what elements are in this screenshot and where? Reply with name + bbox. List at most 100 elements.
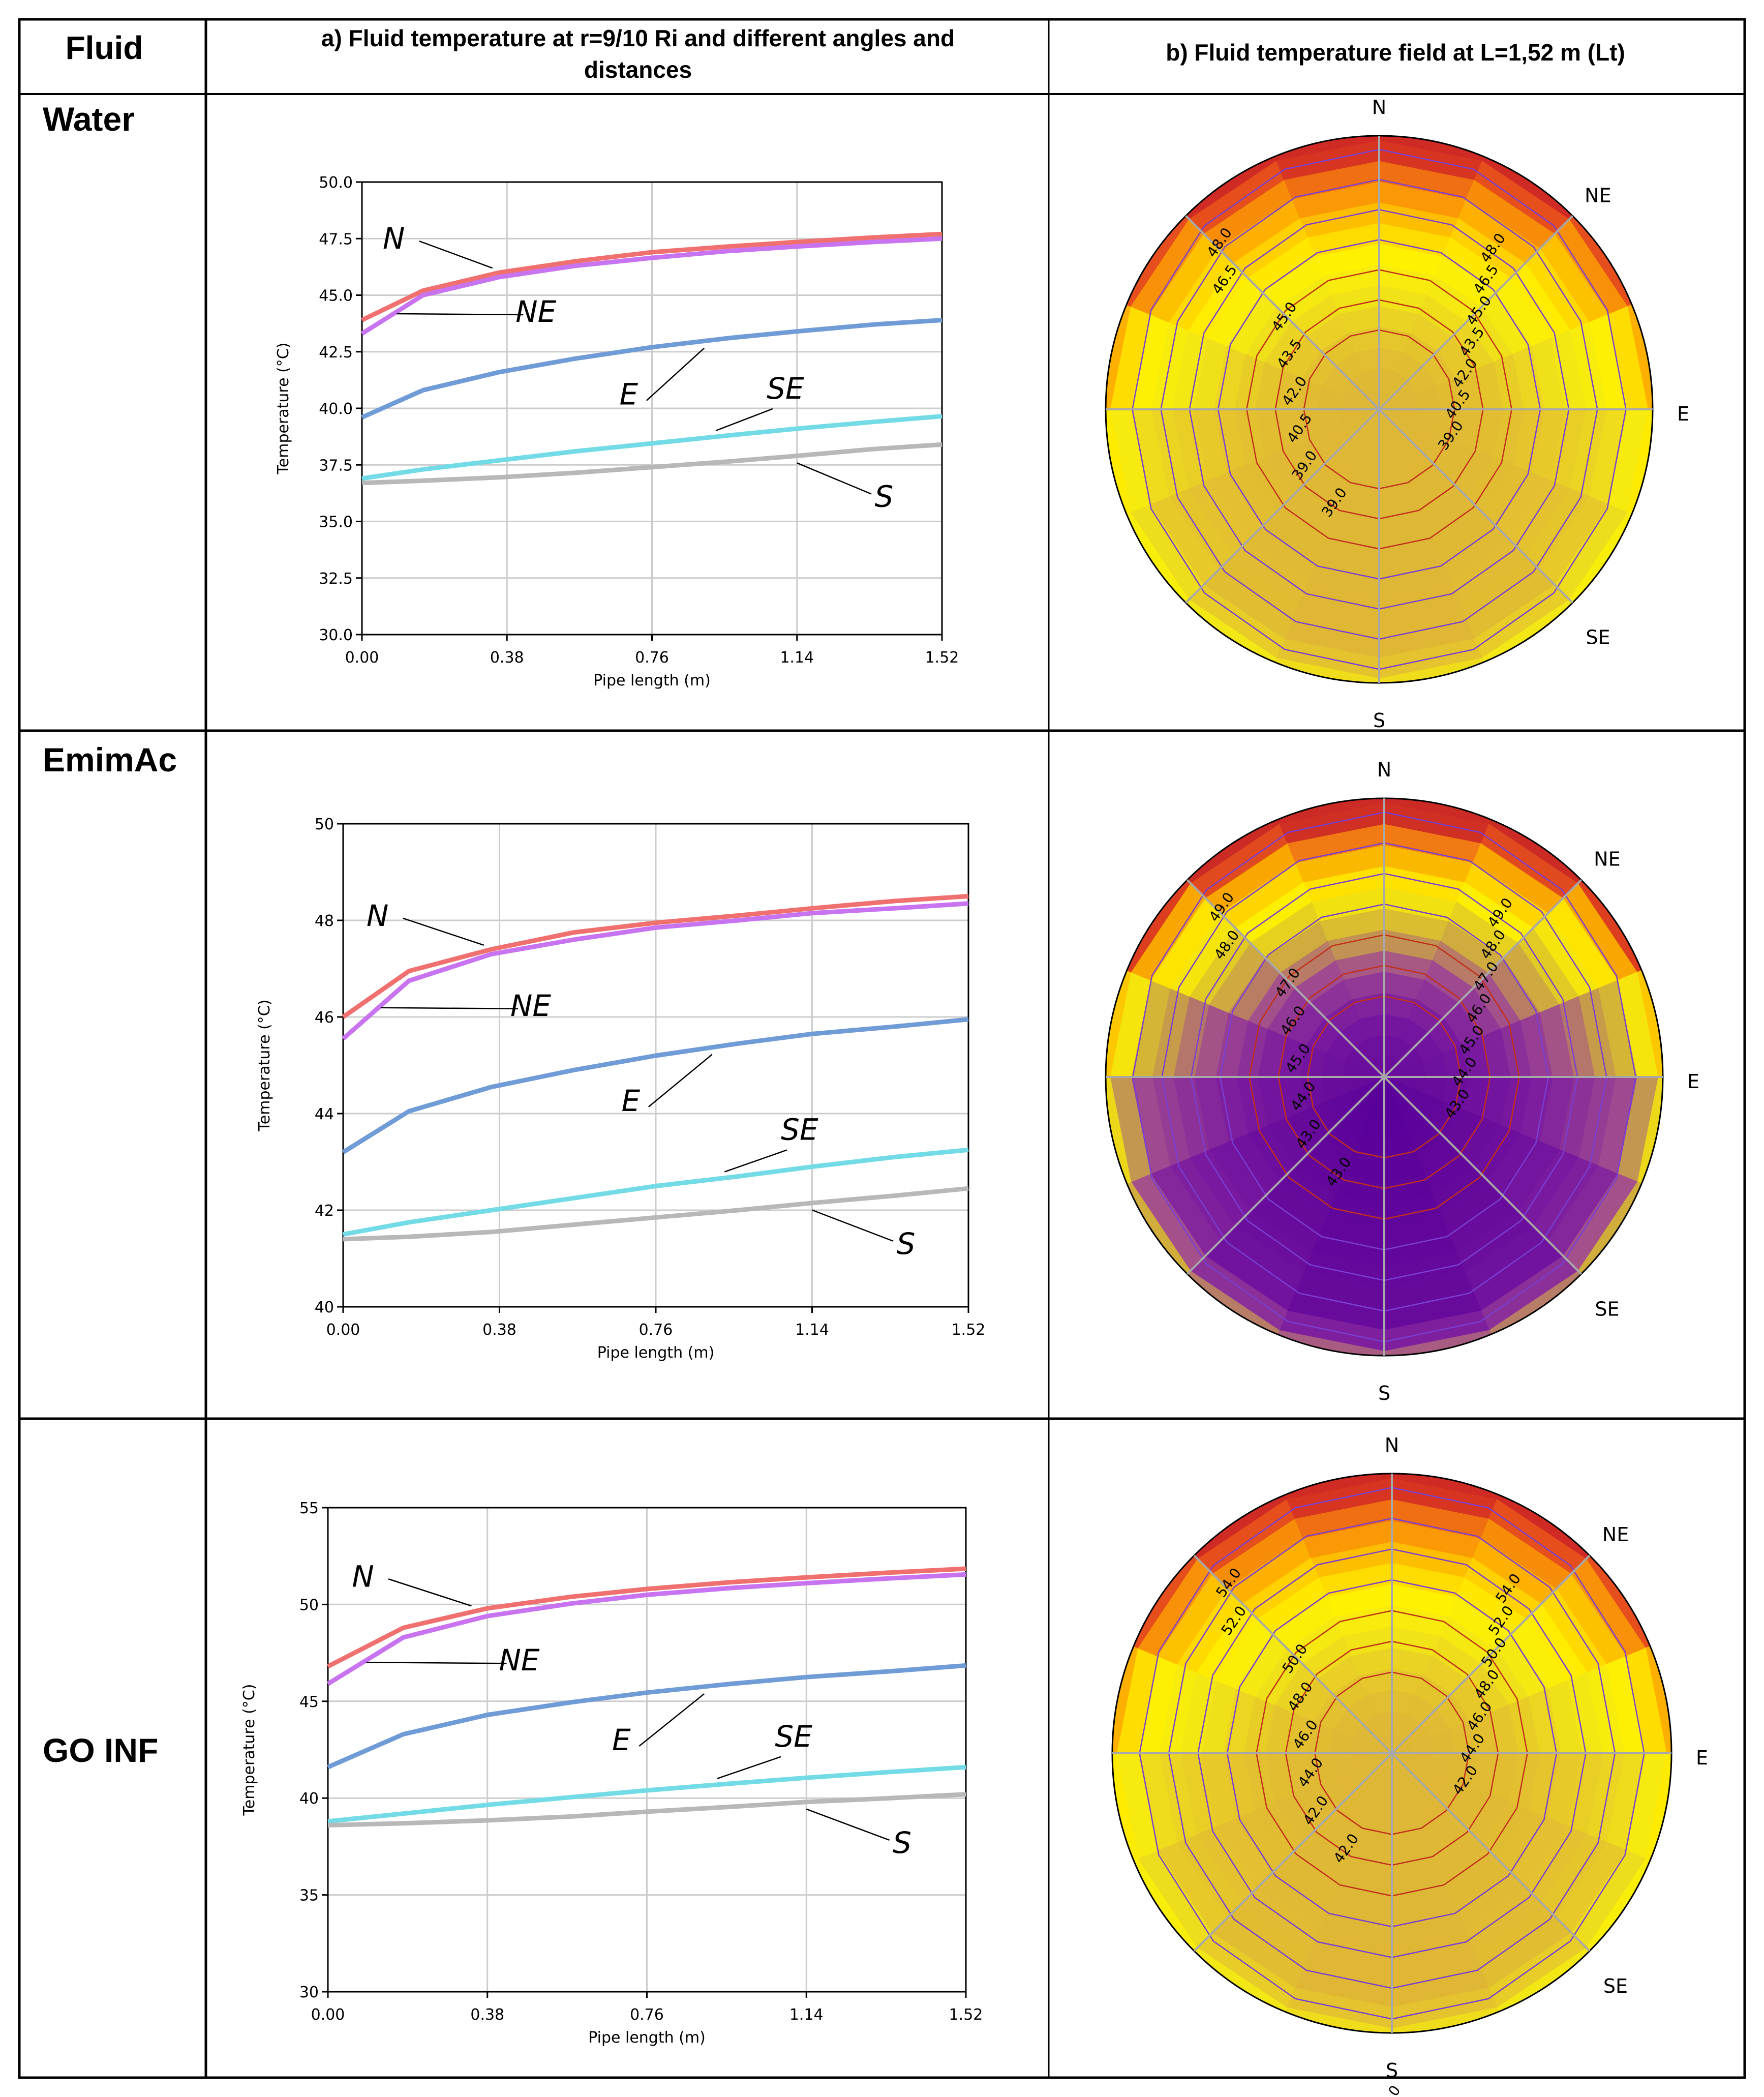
- polar-spoke: [1383, 879, 1582, 1078]
- y-axis-label: Temperature (°C): [275, 343, 292, 475]
- series-line-E: [342, 1017, 969, 1154]
- annotation-leader-E: [648, 1054, 713, 1107]
- annotation-leader-S: [797, 462, 872, 495]
- series-label-N: N: [352, 1559, 374, 1594]
- series-line-SE: [361, 414, 942, 481]
- annotation-leader-NE: [366, 1661, 507, 1664]
- annotation-leader-S: [806, 1808, 890, 1841]
- y-tick-label: 48: [315, 912, 334, 930]
- annotation-leader-NE: [397, 313, 524, 316]
- x-tick-label: 1.14: [789, 2006, 824, 2024]
- x-tick-label: 0.38: [482, 1321, 516, 1339]
- header-fluid: Fluid: [65, 29, 143, 66]
- x-tick-label: 0.38: [470, 2006, 504, 2024]
- series-label-E: E: [620, 377, 638, 412]
- polar-spoke: [1383, 1076, 1582, 1275]
- direction-label-N: N: [1385, 1434, 1399, 1456]
- series-line-N: [326, 1566, 966, 1669]
- y-tick-label: 40.0: [319, 400, 353, 418]
- y-tick-label: 42: [315, 1202, 334, 1220]
- x-tick-label: 1.52: [949, 2006, 983, 2024]
- polar-field-2: NNEESES54.052.050.048.046.044.042.054.05…: [1111, 1434, 1708, 2097]
- header-temperature-field: b) Fluid temperature field at L=1,52 m (…: [1166, 39, 1625, 66]
- y-tick-label: 55: [299, 1500, 319, 1517]
- series-label-S: S: [874, 479, 893, 514]
- x-tick-label: 0.00: [311, 2006, 345, 2024]
- series-label-N: N: [367, 898, 388, 933]
- series-line-SE: [343, 1147, 969, 1237]
- annotation-leader-N: [419, 241, 493, 269]
- y-tick-label: 40: [315, 1299, 334, 1316]
- series-label-SE: SE: [781, 1113, 818, 1147]
- series-label-SE: SE: [775, 1719, 812, 1754]
- fluid-name-go-inf: GO INF: [43, 1731, 159, 1769]
- table-grid: [18, 18, 1746, 2079]
- y-tick-label: 30: [299, 1984, 319, 2001]
- series-line-E: [361, 318, 942, 420]
- x-tick-label: 0.76: [630, 2006, 664, 2024]
- header-temperature-lines: a) Fluid temperature at r=9/10 Ri and di…: [321, 25, 955, 83]
- y-tick-label: 45.0: [319, 287, 353, 305]
- direction-label-N: N: [1372, 96, 1386, 118]
- annotation-leader-SE: [715, 408, 773, 432]
- series-label-E: E: [621, 1084, 640, 1118]
- x-tick-label: 0.00: [326, 1321, 360, 1339]
- y-tick-label: 37.5: [319, 457, 353, 474]
- direction-label-E: E: [1677, 403, 1689, 425]
- direction-label-S: S: [1386, 2059, 1398, 2082]
- direction-label-NE: NE: [1594, 848, 1620, 871]
- polar-spoke: [1378, 215, 1573, 410]
- y-tick-label: 44: [315, 1105, 334, 1123]
- direction-label-NE: NE: [1585, 184, 1611, 206]
- series-label-S: S: [893, 1825, 911, 1860]
- polar-spoke: [1185, 215, 1380, 410]
- direction-label-E: E: [1696, 1747, 1708, 1769]
- polar-spoke: [1187, 879, 1385, 1078]
- direction-label-NE: NE: [1602, 1523, 1629, 1546]
- annotation-leader-SE: [724, 1149, 787, 1173]
- direction-label-S: S: [1378, 1382, 1390, 1404]
- line-chart-0: 0.00 0.38 0.76 1.14 1.52 30.0 32.5 35.0 37.5 40.0…: [275, 174, 959, 690]
- polar-spoke: [1193, 1752, 1393, 1952]
- direction-label-SE: SE: [1586, 626, 1610, 649]
- polar-spoke: [1187, 1076, 1385, 1275]
- polar-spoke: [1391, 1554, 1591, 1754]
- annotation-leader-E: [646, 347, 705, 401]
- y-axis-label: Temperature (°C): [240, 1684, 258, 1816]
- direction-label-N: N: [1377, 759, 1391, 781]
- y-tick-label: 42.5: [319, 344, 353, 362]
- y-tick-label: 47.5: [319, 230, 353, 248]
- y-tick-label: 40: [299, 1790, 319, 1808]
- x-tick-label: 0.38: [490, 649, 524, 667]
- polar-spoke: [1185, 408, 1380, 604]
- series-label-SE: SE: [767, 371, 804, 406]
- series-line-S: [327, 1792, 966, 1828]
- annotation-leader-E: [638, 1693, 705, 1747]
- x-tick-label: 0.76: [639, 1321, 673, 1339]
- line-chart-2: 0.00 0.38 0.76 1.14 1.52 30 35 40 45 50 55 Pipe len…: [240, 1500, 983, 2047]
- annotation-leader-SE: [717, 1756, 781, 1780]
- y-tick-label: 46: [315, 1009, 334, 1027]
- series-label-NE: NE: [510, 988, 551, 1023]
- series-line-S: [343, 1186, 969, 1242]
- series-label-NE: NE: [515, 294, 556, 329]
- direction-label-E: E: [1687, 1070, 1699, 1093]
- series-label-NE: NE: [499, 1643, 539, 1677]
- x-axis-label: Pipe length (m): [588, 2029, 706, 2047]
- plot-frame: [361, 181, 943, 636]
- series-line-NE: [360, 236, 942, 336]
- series-line-N: [361, 231, 942, 322]
- annotation-leader-NE: [380, 1007, 519, 1010]
- direction-label-SE: SE: [1603, 1975, 1628, 1997]
- y-tick-label: 45: [299, 1693, 319, 1711]
- polar-spoke: [1391, 1752, 1591, 1952]
- plot-frame: [342, 823, 969, 1308]
- x-tick-label: 1.52: [925, 649, 959, 667]
- y-tick-label: 35: [299, 1887, 319, 1905]
- x-axis-label: Pipe length (m): [593, 672, 711, 690]
- x-axis-label: Pipe length (m): [597, 1344, 715, 1362]
- plot-frame: [327, 1507, 967, 1993]
- annotation-leader-N: [388, 1578, 472, 1607]
- y-axis-label: Temperature (°C): [256, 1000, 273, 1132]
